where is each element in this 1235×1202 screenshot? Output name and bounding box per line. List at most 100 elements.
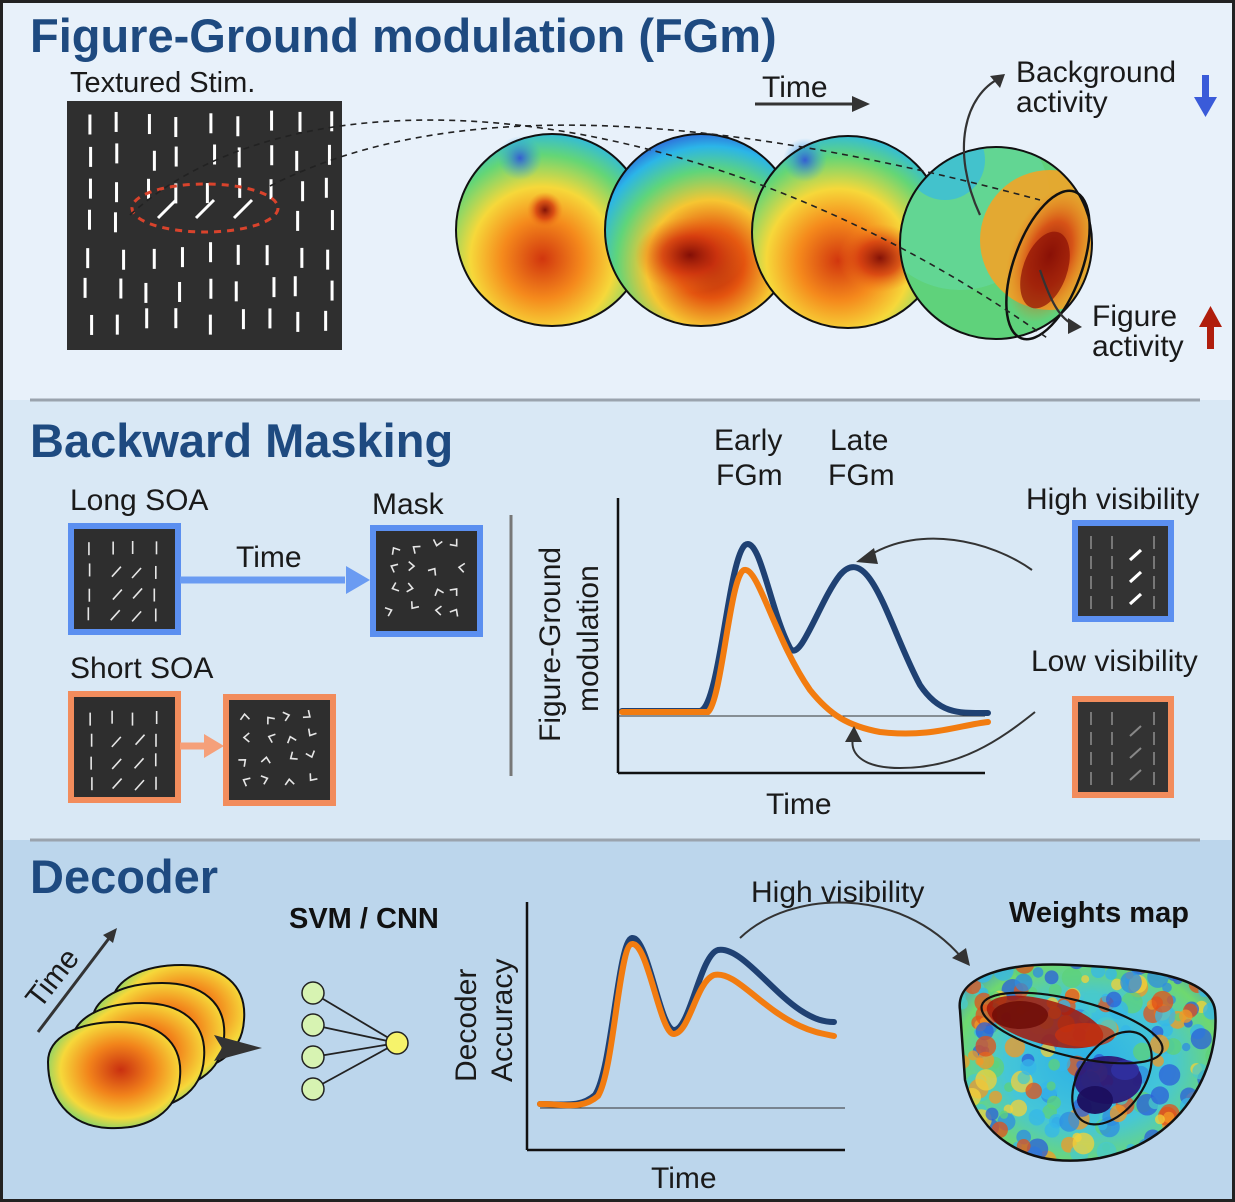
weights-noise <box>1158 1064 1181 1086</box>
mask-element <box>260 756 271 764</box>
masking-ylabel-line1: Figure-Ground <box>534 547 567 742</box>
decoder-high-visibility-label: High visibility <box>751 876 924 909</box>
masking-chart <box>616 498 991 775</box>
short-soa-time-arrow <box>180 734 224 758</box>
neural-network-icon <box>301 981 409 1101</box>
weights-noise <box>1105 991 1122 1008</box>
mask-element <box>239 712 251 721</box>
masking-time-label: Time <box>236 541 302 574</box>
mask-element <box>434 605 442 616</box>
weights-noise <box>989 1090 1003 1104</box>
mask-element <box>408 561 416 572</box>
mask-element <box>412 545 421 554</box>
weights-noise <box>1044 970 1059 985</box>
stacked-activity-maps <box>46 963 246 1130</box>
connector-arrowhead <box>845 726 862 742</box>
weights-noise <box>1004 1082 1014 1092</box>
down-arrow-icon <box>1194 75 1217 117</box>
weights-noise <box>1154 1114 1165 1125</box>
mask-element <box>449 538 458 547</box>
weights-noise <box>1004 1037 1026 1058</box>
mask-element <box>434 588 445 597</box>
weights-noise <box>1044 1122 1060 1138</box>
weights-noise <box>1046 1095 1061 1110</box>
activity-map-4 <box>899 146 1093 341</box>
weights-noise <box>976 1051 995 1070</box>
activity-map-2 <box>604 133 798 327</box>
model-label: SVM / CNN <box>289 903 439 935</box>
weights-noise <box>1048 983 1062 998</box>
background-label-line1: Background <box>1016 56 1176 89</box>
mask-element <box>242 777 251 787</box>
short-soa-stimulus <box>68 691 181 803</box>
background-activity-callout <box>962 74 1005 216</box>
mask-element <box>307 728 317 737</box>
mask-element <box>309 773 318 782</box>
figure-activity-callout <box>1038 269 1082 334</box>
weights-connector <box>739 901 963 959</box>
weights-noise <box>975 1022 994 1041</box>
texture-line <box>133 757 145 769</box>
figure-label-line1: Figure <box>1092 300 1177 333</box>
texture-line <box>134 779 145 791</box>
connector-arrowhead <box>952 948 970 966</box>
figure-lines <box>156 198 254 220</box>
high-visibility-label: High visibility <box>1026 483 1199 516</box>
weights-noise <box>1059 1111 1080 1132</box>
mask-element <box>384 606 393 617</box>
weights-noise <box>1025 1082 1042 1100</box>
up-arrow-icon <box>1199 306 1222 349</box>
weights-noise <box>1163 1111 1175 1123</box>
textured-stimulus <box>67 101 342 350</box>
mask-element <box>267 733 276 744</box>
weights-noise <box>999 1110 1009 1119</box>
mask-element <box>260 775 269 785</box>
mask-label: Mask <box>372 488 445 521</box>
weights-noise <box>1190 1028 1212 1050</box>
weights-noise <box>1182 1042 1191 1052</box>
weights-noise <box>1120 1025 1131 1036</box>
weights-noise <box>1111 978 1123 991</box>
weights-noise <box>1032 967 1044 978</box>
mask-element <box>457 562 466 573</box>
masking-ylabel-line2: modulation <box>572 565 605 712</box>
weights-noise <box>959 997 968 1010</box>
weights-noise <box>1133 1042 1152 1061</box>
masking-curve-low-visibility <box>619 567 991 737</box>
long-soa-mask <box>370 525 483 637</box>
fgm-time-arrow <box>755 96 870 112</box>
decoder-ylabel-line2: Accuracy <box>486 959 519 1082</box>
weights-noise <box>1105 968 1117 980</box>
texture-line <box>110 609 121 621</box>
decoder-ylabel-line1: Decoder <box>450 969 483 1082</box>
mask-element <box>289 751 298 760</box>
weights-noise <box>985 1107 999 1121</box>
late-fgm-line1: Late <box>830 424 888 457</box>
textured-stim-label: Textured Stim. <box>70 67 255 99</box>
weights-noise <box>1150 1086 1170 1105</box>
texture-line <box>111 736 122 748</box>
mask-element <box>302 709 311 719</box>
decoder-chart <box>525 902 845 1152</box>
masking-xlabel: Time <box>766 788 832 821</box>
high-visibility-connector <box>869 537 1033 571</box>
low-visibility-inset <box>1072 696 1174 798</box>
weights-noise <box>1046 1081 1056 1091</box>
weights-noise <box>1061 967 1083 988</box>
mask-element <box>406 582 414 593</box>
weights-noise <box>1162 982 1172 993</box>
weights-noise <box>1014 964 1035 974</box>
high-visibility-inset <box>1072 520 1174 622</box>
weights-noise <box>1048 1058 1060 1071</box>
mask-element <box>410 601 420 610</box>
mask-element <box>449 608 459 617</box>
texture-line <box>131 610 142 622</box>
mask-element <box>427 567 437 576</box>
weights-noise <box>975 1069 997 1091</box>
masking-curve-high-visibility <box>619 541 991 717</box>
weights-noise <box>1150 1034 1170 1054</box>
weights-noise <box>1151 990 1174 1013</box>
weights-noise <box>1014 973 1033 992</box>
texture-line <box>111 758 122 770</box>
